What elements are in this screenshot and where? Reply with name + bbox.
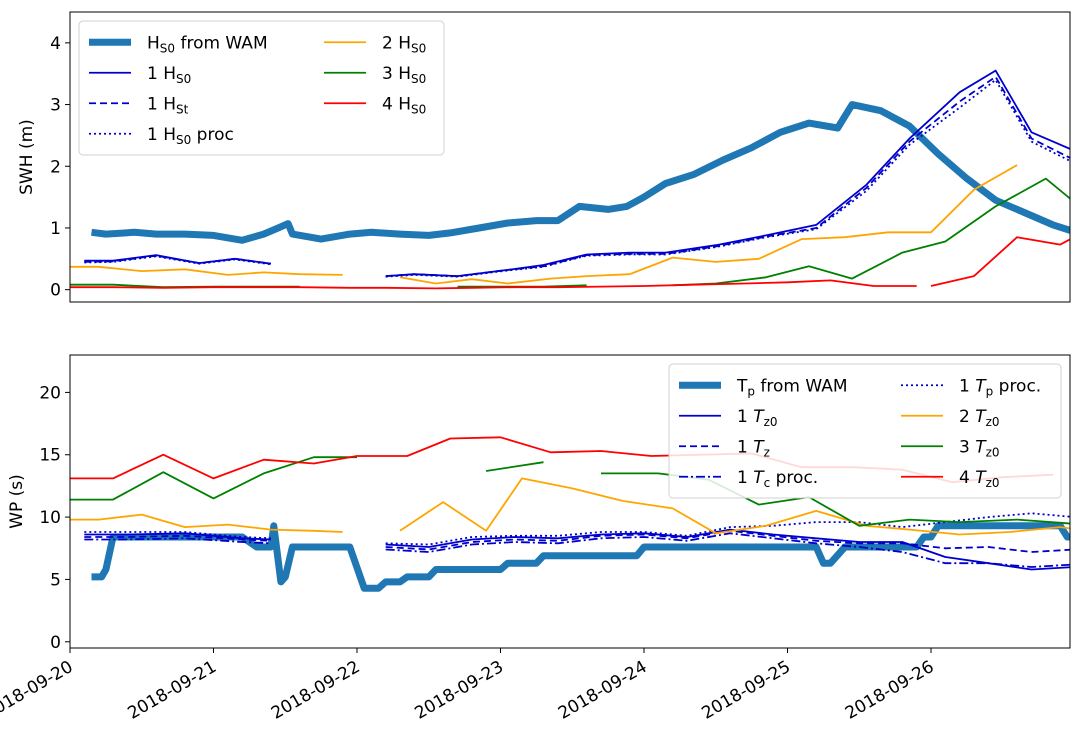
- legend-label-s1: 1 HS0: [147, 64, 191, 86]
- series-line-s1t-seg-1: [385, 75, 1070, 277]
- legend-label-s1p: 1 Tp proc.: [959, 376, 1041, 398]
- y-tick-label: 0: [50, 633, 61, 653]
- legend-label-s2: 2 HS0: [382, 33, 426, 55]
- series-line-wam-seg-0: [91, 101, 1070, 244]
- series-line-s1t-seg-0: [84, 254, 272, 265]
- series-line-s2-seg-1: [399, 477, 1070, 536]
- legend-label-s1z: 1 Tz: [737, 437, 770, 459]
- y-tick-label: 0: [50, 281, 61, 301]
- y-tick-label: 15: [39, 446, 61, 466]
- legend-label-s2: 2 Tz0: [959, 407, 1000, 429]
- series-line-s2-seg-0: [70, 265, 343, 276]
- y-axis-label: WP (s): [7, 474, 27, 529]
- series-line-s3-seg-1: [485, 461, 544, 472]
- legend-label-s4: 4 Tz0: [959, 468, 1000, 490]
- series-line-s1z-seg-0: [84, 534, 271, 542]
- y-tick-label: 4: [50, 34, 61, 54]
- legend-box: [78, 20, 445, 156]
- series-line-s1z-seg-1: [385, 529, 1070, 553]
- legend-label-wam: HS0 from WAM: [147, 33, 268, 55]
- series-line-s1-seg-0: [84, 532, 271, 541]
- legend-label-s1c: 1 Tc proc.: [737, 468, 818, 490]
- series-line-s1p-seg-1: [385, 79, 1070, 278]
- legend-box: [668, 363, 1062, 499]
- series-line-s4-seg-0: [70, 279, 917, 290]
- series-group: [70, 436, 1070, 592]
- series-line-s1c-seg-1: [385, 532, 1070, 568]
- series-line-s1-seg-1: [385, 69, 1070, 277]
- series-line-s3-seg-2: [672, 177, 1070, 287]
- series-line-s1p-seg-0: [84, 531, 271, 540]
- axes-frame: [69, 11, 1071, 303]
- legend-label-s1p: 1 HS0 proc: [147, 125, 234, 147]
- series-line-s1-seg-1: [385, 528, 1070, 571]
- legend-label-wam: Tp from WAM: [736, 376, 848, 398]
- legend-label-s3: 3 HS0: [382, 64, 426, 86]
- y-tick-label: 3: [50, 96, 61, 116]
- y-tick-label: 2: [50, 157, 61, 177]
- series-line-s2-seg-1: [399, 164, 1018, 285]
- series-line-wam-seg-0: [91, 522, 1070, 592]
- y-tick-label: 1: [50, 219, 61, 239]
- legend-label-s1: 1 Tz0: [737, 407, 778, 429]
- y-axis-label: SWH (m): [17, 119, 37, 195]
- series-group: [70, 69, 1070, 290]
- series-line-s3-seg-0: [70, 456, 357, 501]
- legend-label-s1t: 1 HSt: [147, 94, 189, 116]
- series-line-s1p-seg-1: [385, 512, 1070, 546]
- y-tick-label: 5: [50, 570, 61, 590]
- legend-label-s3: 3 Tz0: [959, 437, 1000, 459]
- y-tick-label: 20: [39, 383, 61, 403]
- legend-label-s4: 4 HS0: [382, 94, 426, 116]
- swh-panel: 0 1 2 3 4 SWH (m) HS0 from WAM 1 HS0 1 HSt 1 HS0 …: [17, 11, 1071, 303]
- series-line-s2-seg-0: [70, 513, 343, 533]
- y-tick-label: 10: [39, 508, 61, 528]
- axes-frame: [69, 354, 1071, 649]
- series-line-s4b-seg-0: [930, 236, 1070, 287]
